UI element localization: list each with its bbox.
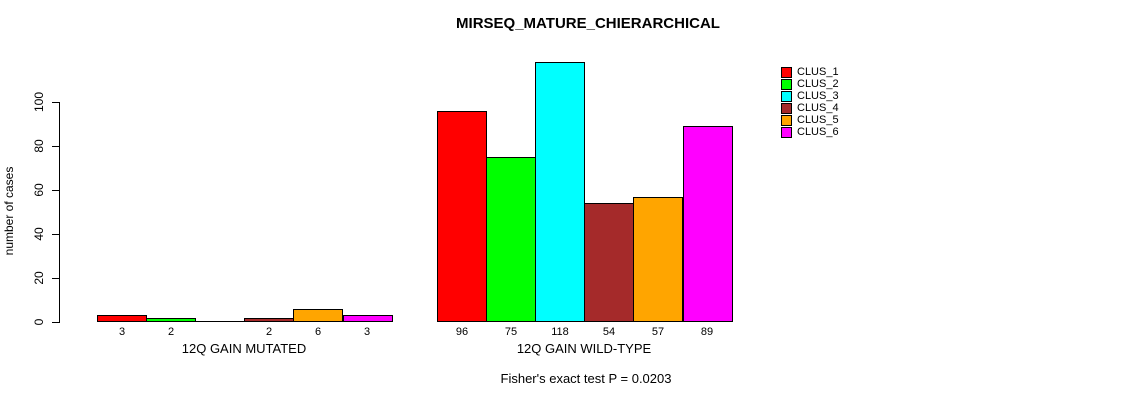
legend-label: CLUS_5 xyxy=(797,114,839,126)
bar-clus_6-mutated xyxy=(343,315,393,322)
legend-item: CLUS_5 xyxy=(781,114,839,126)
bar-value-label: 57 xyxy=(651,326,665,338)
bar-clus_4-wild-type xyxy=(584,203,634,322)
legend-color-swatch xyxy=(781,90,792,102)
bar-value-label: 89 xyxy=(700,326,714,338)
legend-label: CLUS_4 xyxy=(797,102,839,114)
legend: CLUS_1 CLUS_2 CLUS_3 CLUS_4 CLUS_5 CLUS_6 xyxy=(781,66,839,138)
y-tick-mark xyxy=(52,322,59,323)
legend-color-swatch xyxy=(781,66,792,78)
y-tick-label: 100 xyxy=(32,91,46,113)
legend-label: CLUS_1 xyxy=(797,66,839,78)
legend-color-swatch xyxy=(781,114,792,126)
bar-value-label: 75 xyxy=(504,326,518,338)
y-tick-label: 40 xyxy=(32,227,46,241)
y-tick-mark xyxy=(52,278,59,279)
y-tick-label: 60 xyxy=(32,183,46,197)
legend-label: CLUS_6 xyxy=(797,126,839,138)
y-tick-mark xyxy=(52,190,59,191)
bar-value-label: 2 xyxy=(265,326,273,338)
bar-clus_5-wild-type xyxy=(633,197,683,322)
bar-clus_4-mutated xyxy=(244,318,294,322)
bar-value-label: 3 xyxy=(363,326,371,338)
chart-title: MIRSEQ_MATURE_CHIERARCHICAL xyxy=(456,15,720,32)
bar-clus_5-mutated xyxy=(293,309,343,322)
bar-value-label: 54 xyxy=(602,326,616,338)
x-axis-group-label: 12Q GAIN WILD-TYPE xyxy=(516,341,652,356)
x-axis-group-label: 12Q GAIN MUTATED xyxy=(181,341,307,356)
legend-color-swatch xyxy=(781,126,792,138)
bar-clus_3-wild-type xyxy=(535,62,585,322)
legend-item: CLUS_3 xyxy=(781,90,839,102)
y-tick-label: 0 xyxy=(32,318,46,326)
legend-item: CLUS_1 xyxy=(781,66,839,78)
bar-value-label: 6 xyxy=(314,326,322,338)
legend-item: CLUS_2 xyxy=(781,78,839,90)
bar-value-label: 2 xyxy=(167,326,175,338)
y-tick-mark xyxy=(52,102,59,103)
bar-value-label: 96 xyxy=(455,326,469,338)
bar-clus_1-wild-type xyxy=(437,111,487,322)
y-tick-mark xyxy=(52,234,59,235)
y-axis-line xyxy=(59,102,60,323)
bar-clus_6-wild-type xyxy=(683,126,733,322)
bar-clus_2-wild-type xyxy=(486,157,536,322)
legend-label: CLUS_3 xyxy=(797,90,839,102)
bar-value-label: 3 xyxy=(118,326,126,338)
y-tick-mark xyxy=(52,146,59,147)
legend-color-swatch xyxy=(781,102,792,114)
legend-item: CLUS_6 xyxy=(781,126,839,138)
y-tick-label: 80 xyxy=(32,139,46,153)
bar-clus_2-mutated xyxy=(146,318,196,322)
legend-color-swatch xyxy=(781,78,792,90)
legend-label: CLUS_2 xyxy=(797,78,839,90)
legend-item: CLUS_4 xyxy=(781,102,839,114)
bar-value-label: 118 xyxy=(551,326,569,338)
footnote-fisher-test: Fisher's exact test P = 0.0203 xyxy=(500,371,672,386)
y-tick-label: 20 xyxy=(32,271,46,285)
y-axis-title: number of cases xyxy=(2,166,16,256)
bar-clus_1-mutated xyxy=(97,315,147,322)
